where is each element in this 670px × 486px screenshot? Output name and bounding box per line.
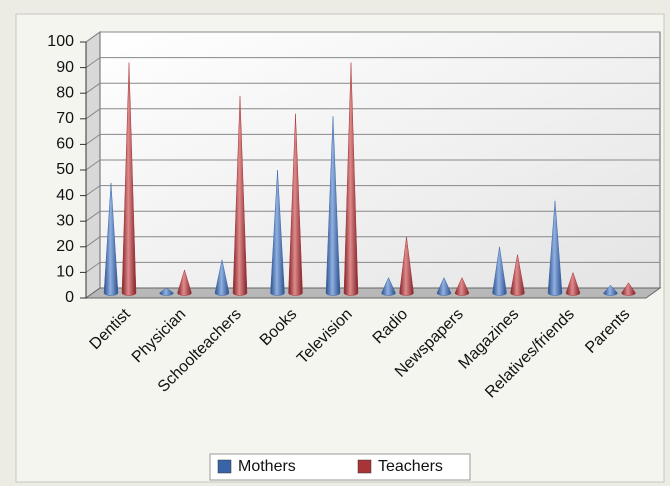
y-tick-label: 0 bbox=[65, 289, 74, 306]
y-tick-label: 90 bbox=[56, 59, 74, 76]
y-tick-label: 10 bbox=[56, 264, 74, 281]
legend-swatch bbox=[217, 459, 232, 474]
cone bbox=[232, 95, 248, 296]
cone bbox=[510, 254, 525, 296]
y-tick-label: 50 bbox=[56, 161, 74, 178]
y-tick-label: 100 bbox=[47, 33, 74, 50]
grid-line bbox=[85, 261, 101, 273]
cone bbox=[288, 113, 303, 296]
cone bbox=[325, 116, 341, 296]
cone bbox=[436, 277, 452, 296]
cone bbox=[159, 287, 174, 296]
grid-line bbox=[85, 31, 101, 43]
grid-line bbox=[85, 108, 101, 120]
cone bbox=[177, 269, 192, 296]
cone bbox=[270, 170, 285, 296]
y-tick-label: 60 bbox=[56, 136, 74, 153]
y-tick-label: 20 bbox=[56, 238, 74, 255]
grid-line bbox=[85, 159, 101, 171]
grid-line bbox=[85, 57, 101, 69]
legend bbox=[209, 453, 471, 481]
cone bbox=[214, 259, 230, 296]
grid-line bbox=[85, 133, 101, 145]
grid-line bbox=[85, 210, 101, 222]
cone bbox=[492, 246, 507, 296]
cone bbox=[399, 236, 414, 296]
grid-line bbox=[85, 185, 101, 197]
grid-line bbox=[85, 82, 101, 94]
grid-line bbox=[85, 236, 101, 248]
cone bbox=[621, 282, 636, 296]
cone bbox=[454, 277, 470, 296]
y-tick-label: 30 bbox=[56, 212, 74, 229]
y-tick-label: 40 bbox=[56, 187, 74, 204]
cone bbox=[565, 271, 581, 296]
cone bbox=[121, 62, 137, 296]
y-tick-label: 70 bbox=[56, 110, 74, 127]
cone bbox=[103, 182, 119, 296]
cone bbox=[547, 200, 563, 296]
legend-label: Mothers bbox=[238, 458, 296, 475]
cone bbox=[603, 284, 618, 296]
legend-label: Teachers bbox=[378, 458, 443, 475]
y-tick-label: 80 bbox=[56, 84, 74, 101]
legend-swatch bbox=[357, 459, 372, 474]
cone bbox=[381, 277, 396, 296]
cone bbox=[343, 62, 359, 296]
